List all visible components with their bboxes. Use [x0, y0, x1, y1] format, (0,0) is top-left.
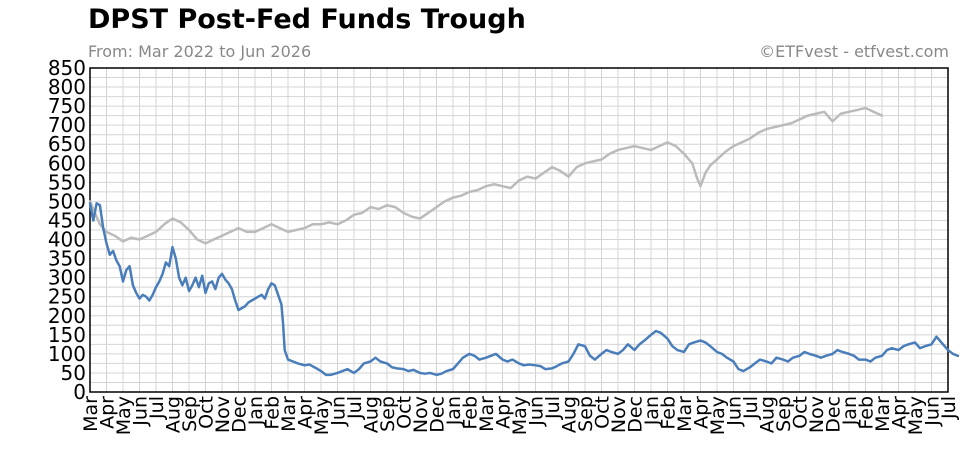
y-tick-label: 400: [48, 228, 86, 252]
x-tick-label: Apr: [889, 396, 911, 429]
x-tick-label: Mar: [674, 396, 696, 432]
y-tick-label: 800: [48, 75, 86, 99]
y-tick-label: 450: [48, 208, 86, 232]
x-tick-label: Nov: [212, 396, 234, 433]
x-tick-label: Aug: [559, 396, 581, 433]
x-axis-ticks: MarAprMayJunJulAugSepOctNovDecJanFebMarA…: [80, 396, 960, 435]
x-tick-label: Jul: [740, 396, 762, 420]
x-tick-label: Feb: [262, 396, 284, 430]
y-tick-label: 850: [48, 56, 86, 80]
grid: [89, 67, 949, 393]
x-tick-label: Mar: [278, 396, 300, 432]
x-tick-label: Jul: [146, 396, 168, 420]
x-tick-label: Mar: [80, 396, 102, 432]
x-tick-label: May: [707, 396, 729, 435]
x-tick-label: May: [113, 396, 135, 435]
y-tick-label: 200: [48, 304, 86, 328]
x-tick-label: Apr: [295, 396, 317, 429]
y-tick-label: 550: [48, 170, 86, 194]
x-tick-label: Dec: [229, 396, 251, 433]
axes: [89, 67, 949, 393]
chart-subtitle: From: Mar 2022 to Jun 2026: [88, 42, 312, 61]
x-tick-label: Feb: [460, 396, 482, 430]
x-tick-label: Mar: [476, 396, 498, 432]
x-tick-label: Dec: [427, 396, 449, 433]
x-tick-label: Oct: [394, 396, 416, 429]
x-tick-label: Nov: [608, 396, 630, 433]
x-tick-label: Sep: [773, 396, 795, 432]
x-tick-label: Dec: [823, 396, 845, 433]
y-tick-label: 300: [48, 266, 86, 290]
x-tick-label: Oct: [196, 396, 218, 429]
y-tick-label: 100: [48, 342, 86, 366]
x-tick-label: May: [905, 396, 927, 435]
x-tick-label: Jul: [938, 396, 960, 420]
x-tick-label: Aug: [163, 396, 185, 433]
x-tick-label: Jun: [724, 396, 746, 427]
y-tick-label: 500: [48, 189, 86, 213]
plot-frame: [89, 67, 949, 393]
x-tick-label: Sep: [179, 396, 201, 432]
x-tick-label: Jul: [344, 396, 366, 420]
x-tick-label: Feb: [658, 396, 680, 430]
x-tick-label: Dec: [625, 396, 647, 433]
x-tick-label: Apr: [691, 396, 713, 429]
x-tick-label: Jan: [839, 396, 861, 426]
x-tick-label: Jun: [130, 396, 152, 427]
y-tick-label: 150: [48, 323, 86, 347]
x-tick-label: Apr: [97, 396, 119, 429]
y-tick-label: 600: [48, 151, 86, 175]
x-tick-label: Nov: [806, 396, 828, 433]
y-tick-label: 650: [48, 132, 86, 156]
chart-title: DPST Post-Fed Funds Trough: [88, 4, 526, 35]
x-tick-label: Jun: [328, 396, 350, 427]
y-tick-label: 700: [48, 113, 86, 137]
x-tick-label: Oct: [790, 396, 812, 429]
x-tick-label: Jan: [245, 396, 267, 426]
x-tick-label: Feb: [856, 396, 878, 430]
x-tick-label: Sep: [377, 396, 399, 432]
y-tick-label: 0: [73, 380, 86, 404]
chart-credit: ©ETFvest - etfvest.com: [759, 42, 949, 61]
x-tick-label: May: [509, 396, 531, 435]
x-tick-label: Jan: [443, 396, 465, 426]
y-tick-label: 250: [48, 285, 86, 309]
x-tick-label: Jul: [542, 396, 564, 420]
x-tick-label: Jun: [526, 396, 548, 427]
x-tick-label: May: [311, 396, 333, 435]
x-tick-label: Aug: [361, 396, 383, 433]
series-line-1: [88, 106, 884, 245]
x-tick-label: Aug: [757, 396, 779, 433]
x-tick-label: Mar: [872, 396, 894, 432]
series-layer: [88, 106, 960, 377]
x-tick-label: Apr: [493, 396, 515, 429]
x-tick-label: Jun: [922, 396, 944, 427]
y-tick-label: 50: [61, 361, 86, 385]
y-axis-ticks: 0501001502002503003504004505005506006507…: [48, 56, 86, 404]
y-tick-label: 350: [48, 247, 86, 271]
x-tick-label: Jan: [641, 396, 663, 426]
x-tick-label: Sep: [575, 396, 597, 432]
y-tick-label: 750: [48, 94, 86, 118]
x-tick-label: Nov: [410, 396, 432, 433]
series-line-2: [88, 202, 960, 377]
x-tick-label: Oct: [592, 396, 614, 429]
